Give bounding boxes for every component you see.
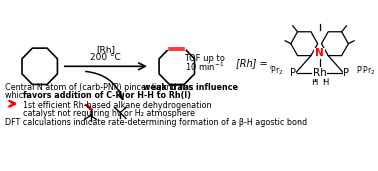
Text: [Rh] =: [Rh] = (236, 58, 268, 68)
Text: [Rh]: [Rh] (96, 45, 115, 55)
Text: H: H (311, 78, 317, 87)
Text: P: P (290, 68, 296, 78)
Text: $^i$Pr$_2$: $^i$Pr$_2$ (269, 63, 283, 77)
Text: Central N atom of (carb-PNP) pincer ligand has: Central N atom of (carb-PNP) pincer liga… (5, 83, 196, 92)
Text: favors addition of C-H or H-H to Rh(I): favors addition of C-H or H-H to Rh(I) (23, 91, 191, 100)
Text: N: N (315, 48, 324, 58)
Text: 200 °C: 200 °C (90, 53, 121, 62)
Text: TOF up to: TOF up to (184, 54, 225, 63)
Text: 1st efficient Rh-based alkane dehydrogenation: 1st efficient Rh-based alkane dehydrogen… (23, 101, 212, 110)
Text: DFT calculations indicate rate-determining formation of a β-H agostic bond: DFT calculations indicate rate-determini… (5, 119, 307, 127)
Text: 10 min$^{-1}$: 10 min$^{-1}$ (185, 60, 224, 73)
Text: catalyst not requiring hν or H₂ atmosphere: catalyst not requiring hν or H₂ atmosphe… (23, 109, 195, 118)
Text: Rh: Rh (313, 68, 327, 78)
Text: weak trans influence: weak trans influence (143, 83, 238, 92)
Text: H: H (322, 78, 328, 87)
Text: which: which (5, 91, 31, 100)
Text: P$^i$Pr$_2$: P$^i$Pr$_2$ (356, 63, 375, 77)
Text: P: P (344, 68, 349, 78)
